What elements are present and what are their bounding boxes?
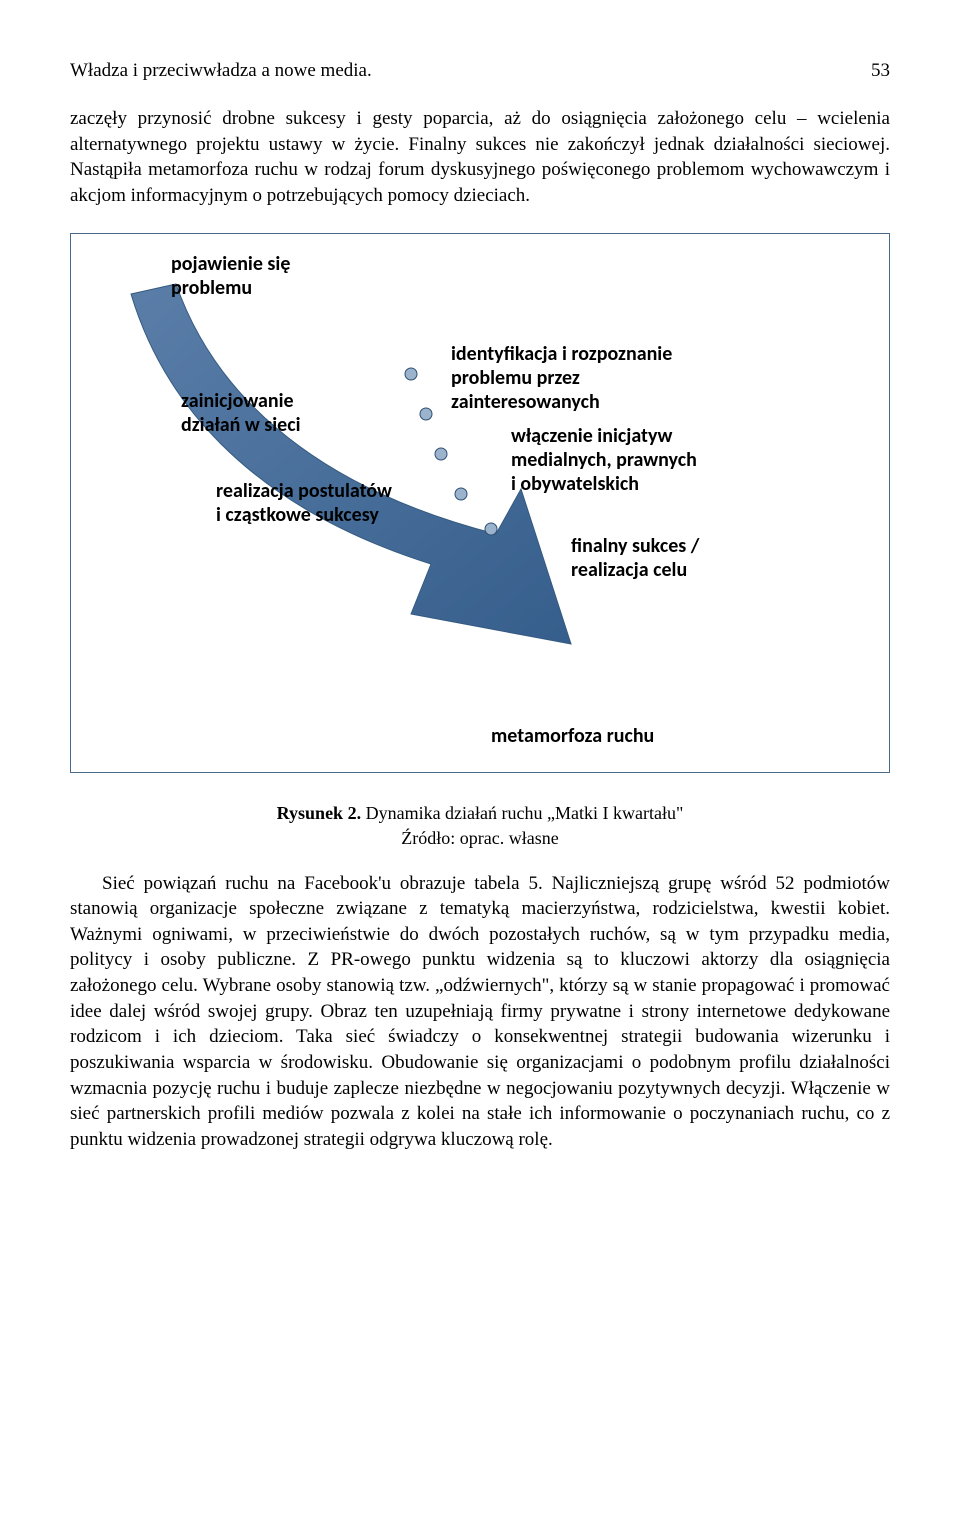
label-pojawienie: pojawienie się problemu <box>171 252 290 300</box>
figure-caption-text: Dynamika działań ruchu „Matki I kwartału… <box>361 803 683 823</box>
figure-label: Rysunek 2. <box>277 803 361 823</box>
running-header: Władza i przeciwwładza a nowe media. 53 <box>70 60 890 82</box>
label-finalny-sukces: finalny sukces / realizacja celu <box>571 534 699 582</box>
running-title: Władza i przeciwwładza a nowe media. <box>70 60 372 82</box>
label-identyfikacja: identyfikacja i rozpoznanie problemu prz… <box>451 342 672 414</box>
label-wlaczenie: włączenie inicjatyw medialnych, prawnych… <box>511 424 697 496</box>
label-zainicjowanie: zainicjowanie działań w sieci <box>181 389 301 437</box>
figure-caption: Rysunek 2. Dynamika działań ruchu „Matki… <box>70 803 890 824</box>
label-realizacja-postulatow: realizacja postulatów i cząstkowe sukces… <box>216 479 392 527</box>
figure-source: Źródło: oprac. własne <box>70 828 890 849</box>
page-number: 53 <box>871 60 890 82</box>
flow-diagram: pojawienie się problemu zainicjowanie dz… <box>70 233 890 773</box>
label-metamorfoza: metamorfoza ruchu <box>491 724 654 748</box>
paragraph-2: Sieć powiązań ruchu na Facebook'u obrazu… <box>70 871 890 1153</box>
paragraph-1: zaczęły przynosić drobne sukcesy i gesty… <box>70 106 890 209</box>
